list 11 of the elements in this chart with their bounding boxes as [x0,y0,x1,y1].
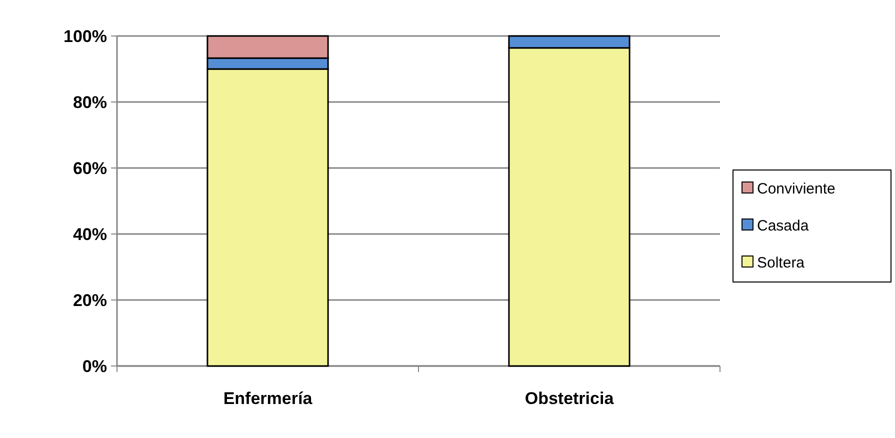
y-tick-label: 20% [72,290,107,310]
y-tick-label: 60% [72,158,107,178]
legend-label: Casada [757,217,810,234]
legend-label: Soltera [757,254,806,272]
legend-label: Conviviente [757,180,836,198]
x-tick-label: Obstetricia [524,389,614,408]
y-tick-label: 100% [64,26,107,46]
y-tick-label: 40% [72,224,107,244]
y-tick-label: 80% [72,92,107,112]
x-tick-label: Enfermería [223,389,313,408]
y-tick-label: 0% [82,356,107,376]
